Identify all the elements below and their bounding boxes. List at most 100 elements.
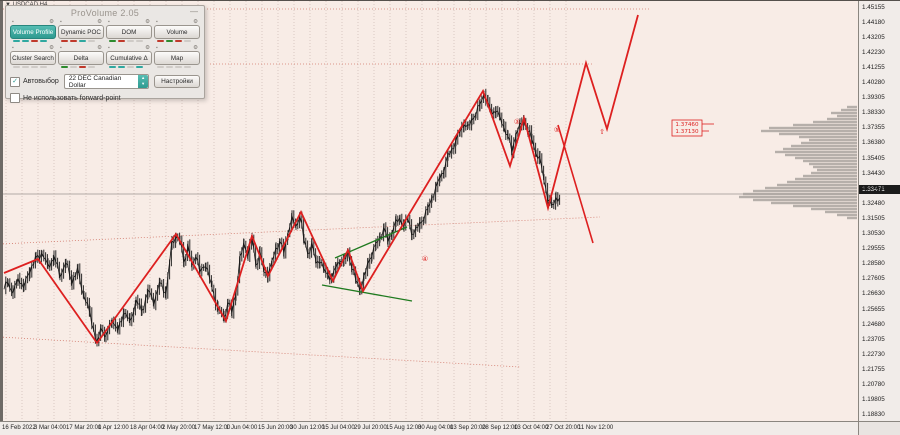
indicator-button-dynamic-poc[interactable]: Dynamic POC [58,25,104,39]
svg-text:1.37460: 1.37460 [675,122,699,128]
autoselect-label: Автовыбор [23,78,59,85]
group-marker: ▪ [12,45,14,51]
provolume-panel: ProVolume 2.05 — ▪ ⚙ Volume Profile ▪ ⚙ Dynam… [5,5,205,103]
price-axis-label: 1.28580 [862,260,885,268]
price-axis-label: 1.37355 [862,124,885,132]
forward-point-checkbox[interactable]: Не использовать forward-point [10,93,200,103]
price-axis-label: 1.21755 [862,365,885,373]
gear-icon[interactable]: ⚙ [145,19,150,25]
time-axis-label: 16 Feb 2022 [2,425,36,431]
indicator-status-dashes [58,39,104,44]
price-axis-label: 1.32480 [862,199,885,207]
time-axis-label: 1 Apr 12:00 [98,425,129,431]
price-axis-label: 1.31505 [862,214,885,222]
time-axis-label: 17 May 12:00 [194,425,231,431]
settings-button[interactable]: Настройки [154,75,200,88]
price-axis-label: 1.44180 [862,18,885,26]
time-axis-label: 15 Aug 12:00 [386,425,422,431]
indicator-group: ▪ ⚙ Volume Profile [10,19,56,44]
price-axis-label: 1.26630 [862,290,885,298]
indicator-status-dashes [106,65,152,70]
indicator-status-dashes [154,39,200,44]
price-axis-label: 1.24680 [862,320,885,328]
forward-point-label: Не использовать forward-point [23,94,121,102]
price-axis-label: 1.36380 [862,139,885,147]
indicator-status-dashes [10,39,56,44]
group-marker: ▪ [108,19,110,25]
minimize-button[interactable]: — [190,7,198,16]
indicator-group: ▪ ⚙ Dynamic POC [58,19,104,44]
time-axis-label: 28 Sep 12:00 [482,425,518,431]
gear-icon[interactable]: ⚙ [193,19,198,25]
time-axis-label: 30 Aug 04:00 [418,425,454,431]
time-axis-label: 11 Nov 12:00 [578,425,614,431]
indicator-button-dom[interactable]: DOM [106,25,152,39]
group-marker: ▪ [108,45,110,51]
time-axis-label: 13 Sep 20:00 [450,425,486,431]
group-marker: ▪ [12,19,14,25]
price-axis[interactable]: 1.33471 1.45155 1.44180 1.43205 1.42230 1.41… [858,1,900,421]
price-axis-label: 1.33455 [862,184,885,192]
indicator-status-dashes [58,65,104,70]
svg-text:③: ③ [514,118,520,126]
time-axis[interactable]: 16 Feb 2022 3 Mar 04:00 17 Mar 20:00 1 Apr … [0,421,858,435]
instrument-select[interactable]: 22 DEC Canadian Dollar ▲ ▼ [63,74,149,89]
price-axis-label: 1.34430 [862,169,885,177]
svg-text:1.37130: 1.37130 [675,129,699,135]
panel-title: ProVolume 2.05 [70,7,140,18]
price-axis-label: 1.43205 [862,33,885,41]
price-axis-label: 1.30530 [862,230,885,237]
indicator-buttons: ▪ ⚙ Volume Profile ▪ ⚙ Dynamic POC ▪ ⚙ DOM ▪ ⚙ Volu… [6,19,204,70]
time-axis-label: 13 Oct 04:00 [514,425,549,431]
indicator-button-cumulative-[interactable]: Cumulative Δ [106,51,152,65]
price-axis-label: 1.18830 [862,411,885,419]
price-axis-label: 1.25655 [862,305,885,313]
indicator-button-map[interactable]: Map [154,51,200,65]
group-marker: ▪ [60,19,62,25]
autoselect-checkbox[interactable]: ✓ Автовыбор [10,76,59,87]
price-axis-label: 1.20780 [862,381,885,388]
gear-icon[interactable]: ⚙ [97,19,102,25]
spinner-icon[interactable]: ▲ ▼ [138,75,148,88]
time-axis-label: 1 Jun 04:00 [226,425,258,431]
price-axis-label: 1.27605 [862,275,885,283]
indicator-button-cluster-search[interactable]: Cluster Search [10,51,56,65]
svg-text:⑤: ⑤ [554,126,560,134]
indicator-group: ▪ ⚙ Delta [58,45,104,70]
time-axis-label: 15 Jun 20:00 [258,425,293,431]
instrument-value: 22 DEC Canadian Dollar [68,74,122,89]
panel-title-bar[interactable]: ProVolume 2.05 — [6,6,204,19]
indicator-status-dashes [106,39,152,44]
price-axis-label: 1.42230 [862,48,885,56]
indicator-status-dashes [10,65,56,70]
time-axis-label: 2 May 20:00 [162,425,196,431]
svg-text:⇧: ⇧ [599,128,605,136]
time-axis-label: 15 Jul 04:00 [322,425,355,431]
indicator-button-volume-profile[interactable]: Volume Profile [10,25,56,39]
gear-icon[interactable]: ⚙ [145,45,150,51]
indicator-button-volume[interactable]: Volume [154,25,200,39]
window-edge [0,1,3,435]
time-axis-label: 3 Mar 04:00 [34,425,67,431]
checkbox-icon [10,93,20,103]
indicator-button-delta[interactable]: Delta [58,51,104,65]
price-axis-label: 1.23705 [862,335,885,343]
time-axis-label: 29 Jul 20:00 [354,425,387,431]
price-axis-label: 1.19805 [862,396,885,404]
axis-corner [858,421,900,435]
price-axis-label: 1.41255 [862,63,885,71]
price-axis-label: 1.22730 [862,350,885,358]
indicator-group: ▪ ⚙ DOM [106,19,152,44]
gear-icon[interactable]: ⚙ [97,45,102,51]
indicator-group: ▪ ⚙ Map [154,45,200,70]
gear-icon[interactable]: ⚙ [193,45,198,51]
time-axis-label: 17 Mar 20:00 [66,425,102,431]
time-axis-label: 18 Apr 04:00 [130,425,165,431]
current-price-tag: 1.33471 [859,185,900,194]
price-axis-label: 1.38330 [862,109,885,117]
indicator-status-dashes [154,65,200,70]
gear-icon[interactable]: ⚙ [49,19,54,25]
svg-text:④: ④ [422,255,428,263]
gear-icon[interactable]: ⚙ [49,45,54,51]
